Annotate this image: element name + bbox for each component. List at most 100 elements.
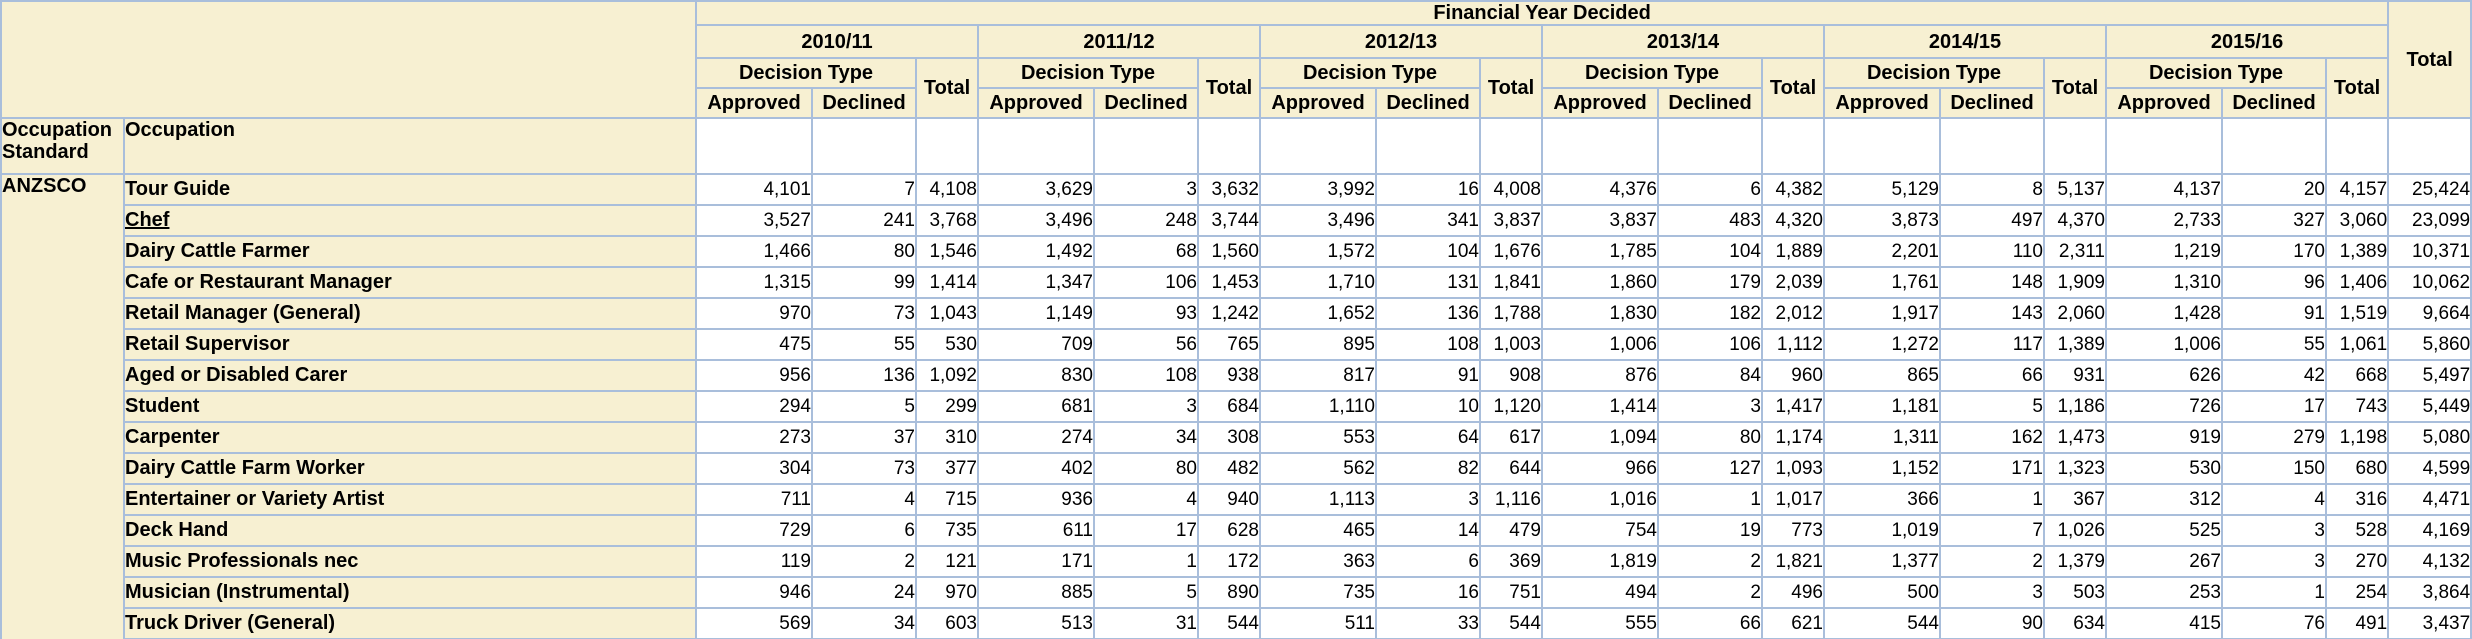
value-cell: 1,092	[915, 359, 979, 392]
occupation-cell: Dairy Cattle Farm Worker	[123, 452, 697, 485]
value-cell: 1,909	[2043, 266, 2107, 299]
value-cell: 751	[1479, 576, 1543, 609]
value-cell: 1,860	[1541, 266, 1659, 299]
value-cell: 726	[2105, 390, 2223, 423]
occupation-cell: Student	[123, 390, 697, 423]
value-cell: 136	[811, 359, 917, 392]
value-cell: 1,242	[1197, 297, 1261, 330]
value-cell: 644	[1479, 452, 1543, 485]
value-cell: 1,152	[1823, 452, 1941, 485]
value-cell: 668	[2324, 359, 2390, 392]
value-cell: 82	[1375, 452, 1481, 485]
value-cell: 110	[1939, 235, 2045, 268]
value-cell: 4,108	[915, 173, 979, 206]
declined-header: Declined	[1375, 87, 1481, 119]
value-cell: 530	[915, 328, 979, 361]
value-cell: 80	[1657, 421, 1763, 454]
value-cell: 1,315	[695, 266, 813, 299]
value-cell: 4	[811, 483, 917, 516]
value-cell: 6	[1657, 173, 1763, 206]
occupation-link-cell[interactable]: Chef	[123, 204, 697, 237]
value-cell: 1,219	[2105, 235, 2223, 268]
value-cell: 1,379	[2043, 545, 2107, 578]
value-cell: 4	[2221, 483, 2327, 516]
value-cell: 270	[2324, 545, 2390, 578]
empty-cell	[2105, 117, 2223, 175]
approved-header: Approved	[2105, 87, 2223, 119]
value-cell: 4,370	[2043, 204, 2107, 237]
value-cell: 1,652	[1259, 297, 1377, 330]
empty-cell	[977, 117, 1095, 175]
value-cell: 553	[1259, 421, 1377, 454]
value-cell: 273	[695, 421, 813, 454]
row-grand-total-cell: 3,437	[2387, 607, 2472, 639]
value-cell: 104	[1375, 235, 1481, 268]
value-cell: 1,519	[2324, 297, 2390, 330]
value-cell: 482	[1197, 452, 1261, 485]
value-cell: 1,110	[1259, 390, 1377, 423]
table-row: Chef 3,527 241 3,768 3,496 248 3,744 3,496 341 3,…	[1, 204, 2472, 237]
value-cell: 611	[977, 514, 1095, 547]
value-cell: 1,830	[1541, 297, 1659, 330]
value-cell: 1,788	[1479, 297, 1543, 330]
value-cell: 817	[1259, 359, 1377, 392]
value-cell: 16	[1375, 173, 1481, 206]
value-cell: 3,873	[1823, 204, 1941, 237]
value-cell: 1,414	[1541, 390, 1659, 423]
value-cell: 970	[695, 297, 813, 330]
declined-header: Declined	[811, 87, 917, 119]
value-cell: 735	[915, 514, 979, 547]
value-cell: 1,889	[1761, 235, 1825, 268]
value-cell: 3,496	[1259, 204, 1377, 237]
value-cell: 3,496	[977, 204, 1095, 237]
value-cell: 171	[977, 545, 1095, 578]
value-cell: 1,113	[1259, 483, 1377, 516]
row-grand-total-cell: 4,132	[2387, 545, 2472, 578]
value-cell: 483	[1657, 204, 1763, 237]
value-cell: 626	[2105, 359, 2223, 392]
value-cell: 617	[1479, 421, 1543, 454]
row-grand-total-cell: 25,424	[2387, 173, 2472, 206]
value-cell: 3	[1375, 483, 1481, 516]
value-cell: 1,017	[1761, 483, 1825, 516]
value-cell: 1,572	[1259, 235, 1377, 268]
empty-cell	[1375, 117, 1481, 175]
table-row: Music Professionals nec 119 2 121 171 1 172 363…	[1, 545, 2472, 578]
value-cell: 3,837	[1479, 204, 1543, 237]
value-cell: 17	[1093, 514, 1199, 547]
empty-cell	[1761, 117, 1825, 175]
value-cell: 1,112	[1761, 328, 1825, 361]
value-cell: 24	[811, 576, 917, 609]
value-cell: 1,473	[2043, 421, 2107, 454]
value-cell: 1	[2221, 576, 2327, 609]
value-cell: 4,101	[695, 173, 813, 206]
value-cell: 511	[1259, 607, 1377, 639]
value-cell: 4,137	[2105, 173, 2223, 206]
value-cell: 316	[2324, 483, 2390, 516]
value-cell: 956	[695, 359, 813, 392]
value-cell: 1,819	[1541, 545, 1659, 578]
grand-total-column-header: Total	[2387, 0, 2472, 119]
year-header: 2012/13	[1259, 24, 1543, 59]
header-row-approved-declined: Approved Declined Approved Declined Appr…	[1, 87, 2471, 119]
value-cell: 1,492	[977, 235, 1095, 268]
value-cell: 2	[1939, 545, 2045, 578]
value-cell: 241	[811, 204, 917, 237]
value-cell: 7	[811, 173, 917, 206]
value-cell: 10	[1375, 390, 1481, 423]
value-cell: 465	[1259, 514, 1377, 547]
value-cell: 562	[1259, 452, 1377, 485]
row-grand-total-cell: 5,080	[2387, 421, 2472, 454]
value-cell: 16	[1375, 576, 1481, 609]
row-grand-total-cell: 23,099	[2387, 204, 2472, 237]
value-cell: 415	[2105, 607, 2223, 639]
value-cell: 369	[1479, 545, 1543, 578]
value-cell: 143	[1939, 297, 2045, 330]
value-cell: 66	[1939, 359, 2045, 392]
row-grand-total-cell: 3,864	[2387, 576, 2472, 609]
value-cell: 5	[811, 390, 917, 423]
value-cell: 1,466	[695, 235, 813, 268]
value-cell: 6	[1375, 545, 1481, 578]
value-cell: 4,376	[1541, 173, 1659, 206]
value-cell: 1	[1093, 545, 1199, 578]
